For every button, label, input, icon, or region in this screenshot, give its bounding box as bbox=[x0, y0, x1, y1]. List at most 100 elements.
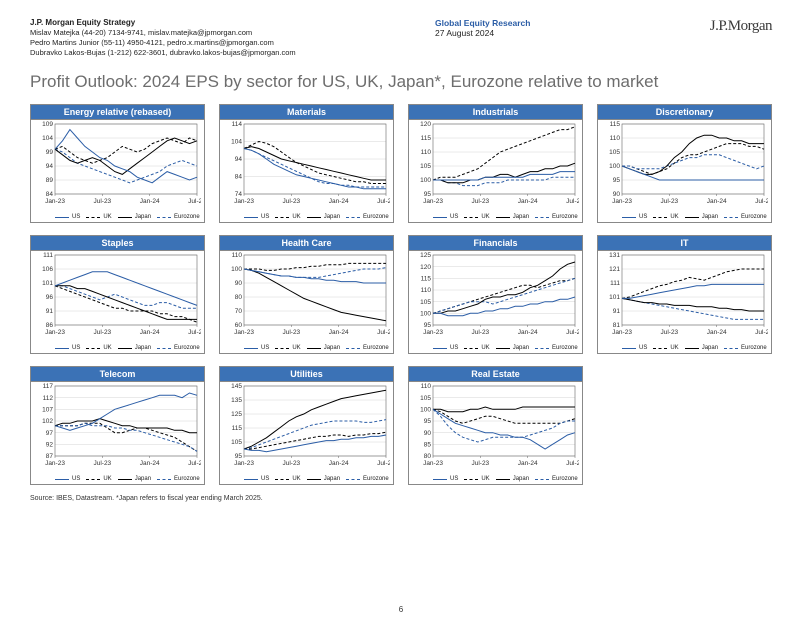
chart-panel: Materials748494104114Jan-23Jul-23Jan-24J… bbox=[219, 104, 394, 223]
legend-swatch-eurozone bbox=[535, 217, 549, 218]
svg-text:Jul-24: Jul-24 bbox=[377, 460, 390, 467]
legend-item-eurozone: Eurozone bbox=[346, 345, 389, 352]
svg-text:Jul-23: Jul-23 bbox=[471, 198, 489, 205]
svg-text:84: 84 bbox=[235, 173, 243, 180]
legend-label-japan: Japan bbox=[324, 476, 340, 483]
svg-text:109: 109 bbox=[42, 121, 53, 128]
chart-title: Industrials bbox=[409, 105, 582, 120]
svg-text:Jul-23: Jul-23 bbox=[93, 329, 111, 336]
page-root: J.P. Morgan Equity Strategy Mislav Matej… bbox=[0, 0, 802, 512]
svg-text:80: 80 bbox=[235, 294, 243, 301]
svg-text:Jan-24: Jan-24 bbox=[518, 460, 538, 467]
chart-panel: Telecom879297102107112117Jan-23Jul-23Jan… bbox=[30, 366, 205, 485]
svg-text:102: 102 bbox=[42, 418, 53, 425]
svg-text:104: 104 bbox=[42, 135, 53, 142]
series-japan bbox=[244, 146, 386, 179]
chart-legend: USUKJapanEurozone bbox=[622, 214, 769, 221]
legend-label-japan: Japan bbox=[135, 476, 151, 483]
legend-item-eurozone: Eurozone bbox=[535, 476, 578, 483]
jpmorgan-logo: J.P.Morgan bbox=[710, 18, 772, 35]
legend-swatch-japan bbox=[118, 217, 132, 218]
chart-body: 95100105110115120125Jan-23Jul-23Jan-24Ju… bbox=[409, 251, 582, 353]
legend-item-japan: Japan bbox=[118, 476, 151, 483]
svg-text:110: 110 bbox=[421, 149, 432, 156]
svg-text:Jul-23: Jul-23 bbox=[660, 329, 678, 336]
svg-text:125: 125 bbox=[231, 411, 242, 418]
svg-text:Jul-23: Jul-23 bbox=[93, 460, 111, 467]
legend-item-eurozone: Eurozone bbox=[724, 345, 767, 352]
legend-label-japan: Japan bbox=[513, 345, 529, 352]
svg-text:Jul-23: Jul-23 bbox=[282, 198, 300, 205]
legend-label-japan: Japan bbox=[135, 214, 151, 221]
svg-text:110: 110 bbox=[232, 252, 243, 259]
series-uk bbox=[55, 423, 197, 451]
series-uk bbox=[55, 138, 197, 163]
legend-label-uk: UK bbox=[103, 214, 111, 221]
legend-swatch-japan bbox=[118, 348, 132, 349]
legend-swatch-japan bbox=[307, 479, 321, 480]
svg-text:105: 105 bbox=[420, 395, 431, 402]
legend-label-uk: UK bbox=[103, 476, 111, 483]
chart-legend: USUKJapanEurozone bbox=[433, 214, 580, 221]
legend-label-eurozone: Eurozone bbox=[174, 345, 200, 352]
chart-title: Health Care bbox=[220, 236, 393, 251]
legend-swatch-uk bbox=[275, 348, 289, 349]
legend-item-uk: UK bbox=[275, 476, 300, 483]
series-eurozone bbox=[433, 409, 575, 442]
legend-item-uk: UK bbox=[86, 214, 111, 221]
svg-text:Jan-24: Jan-24 bbox=[140, 329, 160, 336]
chart-legend: USUKJapanEurozone bbox=[433, 345, 580, 352]
svg-text:Jan-23: Jan-23 bbox=[45, 460, 65, 467]
legend-swatch-eurozone bbox=[346, 479, 360, 480]
legend-label-us: US bbox=[72, 345, 80, 352]
svg-text:105: 105 bbox=[609, 149, 620, 156]
series-eurozone bbox=[55, 423, 197, 451]
svg-text:Jul-24: Jul-24 bbox=[566, 198, 579, 205]
series-us bbox=[433, 171, 575, 179]
chart-legend: USUKJapanEurozone bbox=[55, 476, 202, 483]
svg-text:Jan-23: Jan-23 bbox=[45, 329, 65, 336]
svg-text:Jan-23: Jan-23 bbox=[45, 198, 65, 205]
chart-title: Discretionary bbox=[598, 105, 771, 120]
legend-item-uk: UK bbox=[86, 345, 111, 352]
chart-title: IT bbox=[598, 236, 771, 251]
chart-panel: Industrials95100105110115120Jan-23Jul-23… bbox=[408, 104, 583, 223]
svg-text:100: 100 bbox=[420, 177, 431, 184]
chart-panel: IT8191101111121131Jan-23Jul-23Jan-24Jul-… bbox=[597, 235, 772, 354]
svg-text:101: 101 bbox=[42, 280, 53, 287]
svg-text:100: 100 bbox=[609, 163, 620, 170]
legend-swatch-japan bbox=[496, 348, 510, 349]
svg-text:Jan-24: Jan-24 bbox=[518, 198, 538, 205]
legend-item-eurozone: Eurozone bbox=[346, 476, 389, 483]
legend-swatch-uk bbox=[86, 217, 100, 218]
legend-label-eurozone: Eurozone bbox=[363, 345, 389, 352]
legend-swatch-japan bbox=[496, 217, 510, 218]
legend-label-eurozone: Eurozone bbox=[552, 345, 578, 352]
legend-swatch-us bbox=[433, 348, 447, 349]
legend-label-uk: UK bbox=[292, 476, 300, 483]
legend-item-us: US bbox=[55, 214, 80, 221]
legend-item-japan: Japan bbox=[118, 214, 151, 221]
svg-text:Jan-23: Jan-23 bbox=[423, 460, 443, 467]
svg-text:114: 114 bbox=[232, 121, 243, 128]
legend-item-uk: UK bbox=[464, 345, 489, 352]
chart-svg: 8191101111121131Jan-23Jul-23Jan-24Jul-24 bbox=[598, 251, 768, 353]
svg-text:115: 115 bbox=[610, 121, 621, 128]
legend-swatch-us bbox=[244, 217, 258, 218]
series-us bbox=[244, 269, 386, 283]
chart-title: Energy relative (rebased) bbox=[31, 105, 204, 120]
legend-item-uk: UK bbox=[86, 476, 111, 483]
legend-label-eurozone: Eurozone bbox=[552, 476, 578, 483]
legend-swatch-us bbox=[622, 348, 636, 349]
series-uk bbox=[433, 126, 575, 179]
series-eurozone bbox=[622, 154, 764, 168]
chart-body: 869196101106111Jan-23Jul-23Jan-24Jul-24U… bbox=[31, 251, 204, 353]
header-authors: J.P. Morgan Equity Strategy Mislav Matej… bbox=[30, 18, 296, 58]
chart-body: 60708090100110Jan-23Jul-23Jan-24Jul-24US… bbox=[220, 251, 393, 353]
legend-swatch-uk bbox=[464, 479, 478, 480]
legend-swatch-us bbox=[433, 217, 447, 218]
chart-title: Staples bbox=[31, 236, 204, 251]
report-date: 27 August 2024 bbox=[435, 28, 530, 38]
svg-text:110: 110 bbox=[421, 383, 432, 390]
legend-item-us: US bbox=[622, 345, 647, 352]
